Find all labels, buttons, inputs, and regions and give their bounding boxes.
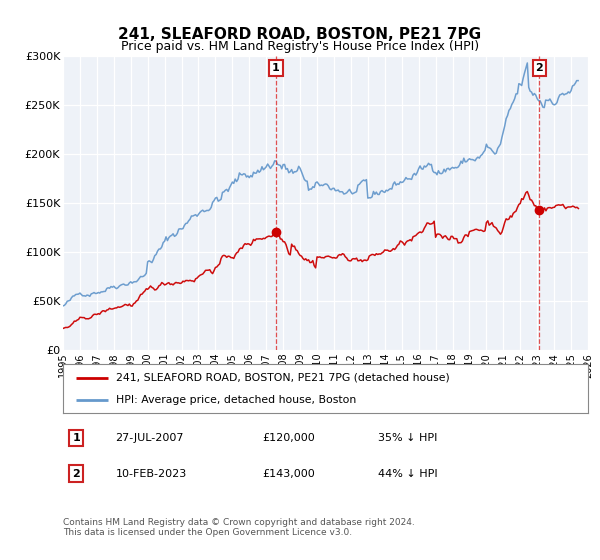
Text: 1: 1: [72, 433, 80, 443]
Text: £120,000: £120,000: [263, 433, 315, 443]
Text: 2: 2: [72, 469, 80, 479]
Text: 44% ↓ HPI: 44% ↓ HPI: [378, 469, 437, 479]
Text: 35% ↓ HPI: 35% ↓ HPI: [378, 433, 437, 443]
Text: Price paid vs. HM Land Registry's House Price Index (HPI): Price paid vs. HM Land Registry's House …: [121, 40, 479, 53]
Text: 2: 2: [535, 63, 543, 73]
Text: 10-FEB-2023: 10-FEB-2023: [115, 469, 187, 479]
Text: Contains HM Land Registry data © Crown copyright and database right 2024.
This d: Contains HM Land Registry data © Crown c…: [63, 518, 415, 538]
Text: £143,000: £143,000: [263, 469, 315, 479]
Text: 241, SLEAFORD ROAD, BOSTON, PE21 7PG: 241, SLEAFORD ROAD, BOSTON, PE21 7PG: [118, 27, 482, 42]
Text: 241, SLEAFORD ROAD, BOSTON, PE21 7PG (detached house): 241, SLEAFORD ROAD, BOSTON, PE21 7PG (de…: [115, 373, 449, 383]
Text: 27-JUL-2007: 27-JUL-2007: [115, 433, 184, 443]
Text: 1: 1: [272, 63, 280, 73]
Text: HPI: Average price, detached house, Boston: HPI: Average price, detached house, Bost…: [115, 395, 356, 405]
